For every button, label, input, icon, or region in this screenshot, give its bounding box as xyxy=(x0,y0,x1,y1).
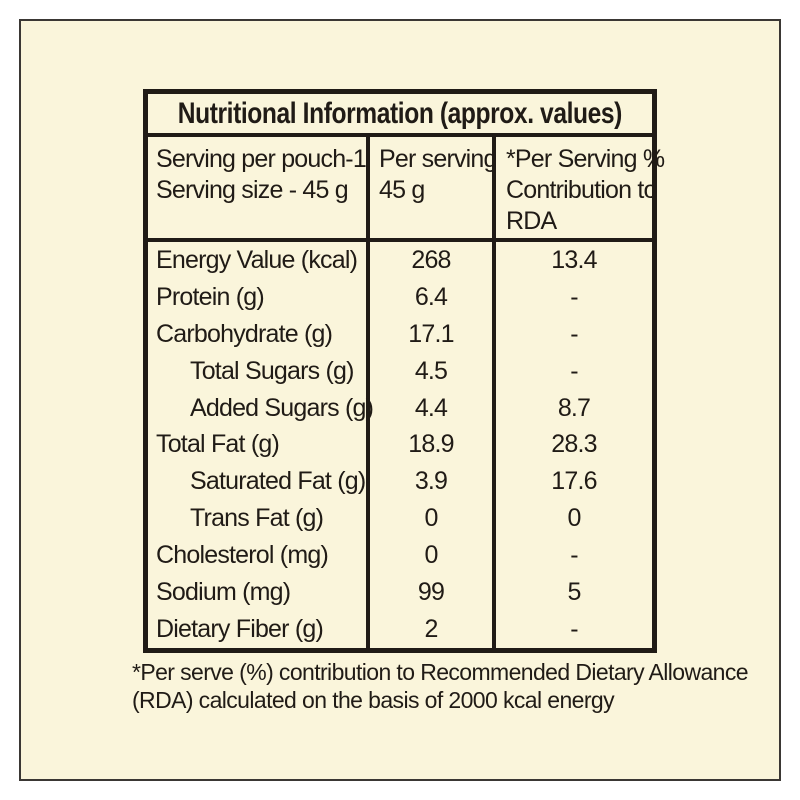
table-header-row: Serving per pouch-1 Serving size - 45 g … xyxy=(148,137,665,242)
nutrition-table: Nutritional Information (approx. values)… xyxy=(143,89,665,653)
serving-header-line-2: Serving size - 45 g xyxy=(156,176,349,204)
rda-header-line-2: Contribution to xyxy=(506,176,657,204)
nutrient-label: Sodium (mg) xyxy=(156,578,291,607)
nutrient-label: Carbohydrate (g) xyxy=(156,319,333,348)
rda-header-line-1: *Per Serving % xyxy=(506,145,665,173)
rda-value: 0 xyxy=(567,504,581,533)
per-serving-header-line-2: 45 g xyxy=(379,176,425,204)
nutrient-label: Cholesterol (mg) xyxy=(156,541,329,570)
nutrient-label: Saturated Fat (g) xyxy=(190,467,366,496)
per-serving-value: 0 xyxy=(424,504,438,533)
nutrient-label: Energy Value (kcal) xyxy=(156,245,358,274)
nutrient-label: Total Sugars (g) xyxy=(190,356,354,385)
column-header-rda: *Per Serving % Contribution to RDA xyxy=(496,137,665,238)
per-serving-value: 0 xyxy=(424,541,438,570)
per-serving-value: 4.5 xyxy=(414,356,448,385)
rda-value: - xyxy=(570,319,578,348)
rda-value: 28.3 xyxy=(551,430,597,459)
rda-value: 13.4 xyxy=(551,245,597,274)
labels-column: Energy Value (kcal) Protein (g) Carbohyd… xyxy=(148,242,374,648)
nutrient-label: Trans Fat (g) xyxy=(190,504,324,533)
serving-header-line-1: Serving per pouch-1 xyxy=(156,145,367,173)
footnote-line-1: *Per serve (%) contribution to Recommend… xyxy=(132,659,749,685)
rda-value: - xyxy=(570,282,578,311)
rda-value: 5 xyxy=(567,578,581,607)
table-title: Nutritional Information (approx. values) xyxy=(177,96,623,130)
per-serving-value: 4.4 xyxy=(414,393,448,422)
table-title-row: Nutritional Information (approx. values) xyxy=(148,94,652,137)
rda-column: 13.4 - - - 8.7 28.3 17.6 0 - 5 - xyxy=(496,242,652,648)
nutrient-label: Protein (g) xyxy=(156,282,265,311)
nutrient-label: Dietary Fiber (g) xyxy=(156,615,324,644)
nutrient-label: Total Fat (g) xyxy=(156,430,280,459)
table-body: Energy Value (kcal) Protein (g) Carbohyd… xyxy=(148,242,652,648)
per-serving-value: 6.4 xyxy=(414,282,448,311)
per-serving-value: 268 xyxy=(411,245,451,274)
footnote: *Per serve (%) contribution to Recommend… xyxy=(132,658,749,714)
per-serving-value: 99 xyxy=(417,578,445,607)
per-serving-header-line-1: Per serving xyxy=(379,145,497,173)
rda-value: 8.7 xyxy=(557,393,591,422)
rda-value: - xyxy=(570,615,578,644)
rda-header-line-3: RDA xyxy=(506,207,557,235)
per-serving-value: 17.1 xyxy=(408,319,454,348)
per-serving-column: 268 6.4 17.1 4.5 4.4 18.9 3.9 0 0 99 2 xyxy=(370,242,496,648)
per-serving-value: 18.9 xyxy=(408,430,454,459)
per-serving-value: 3.9 xyxy=(414,467,448,496)
footnote-line-2: (RDA) calculated on the basis of 2000 kc… xyxy=(132,687,615,713)
nutrient-label: Added Sugars (g) xyxy=(190,393,374,422)
per-serving-value: 2 xyxy=(424,615,438,644)
rda-value: - xyxy=(570,356,578,385)
rda-value: 17.6 xyxy=(551,467,597,496)
column-header-serving: Serving per pouch-1 Serving size - 45 g xyxy=(148,137,370,238)
column-header-per-serving: Per serving 45 g xyxy=(370,137,497,238)
rda-value: - xyxy=(570,541,578,570)
